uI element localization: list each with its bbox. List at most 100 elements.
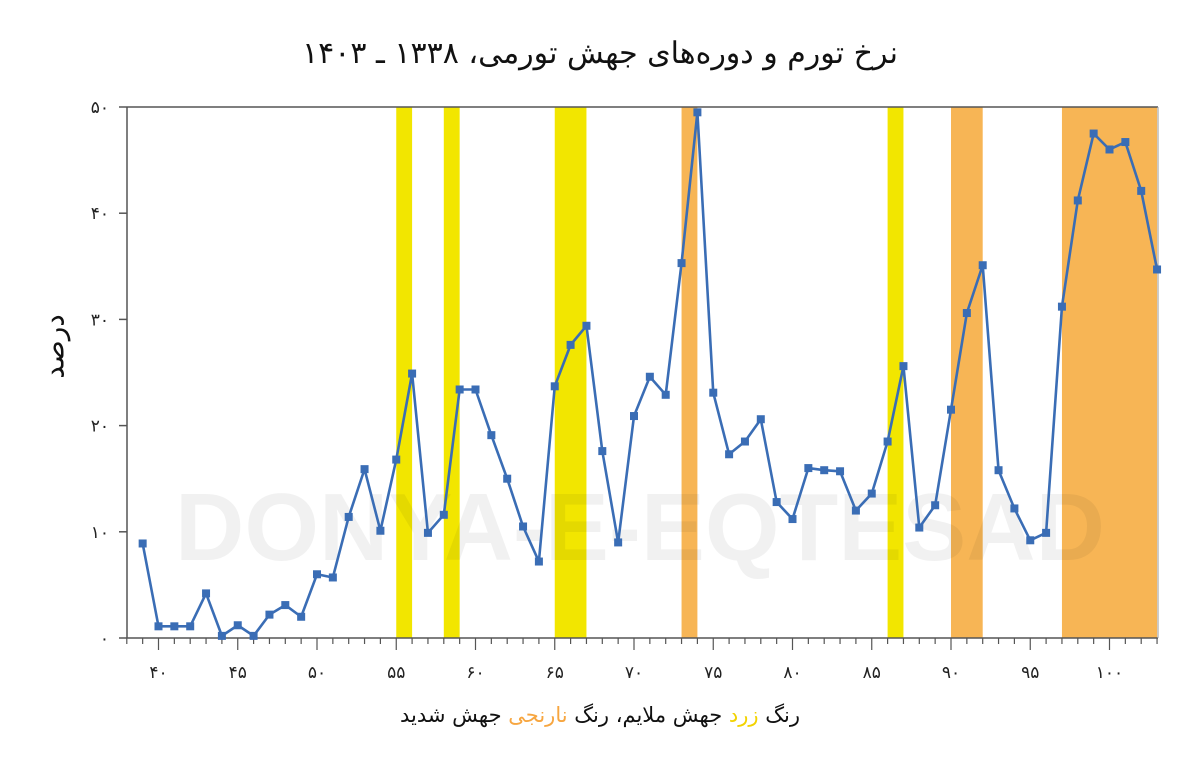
data-point-marker [804,464,813,473]
data-point-marker [725,450,734,459]
data-point-marker [439,510,448,519]
data-point-marker [154,622,163,631]
x-tick-label: ۸۰ [783,663,801,683]
watermark: DONYA-E-EQTESAD [175,474,1105,581]
data-point-marker [1026,536,1035,545]
chart-title: نرخ تورم و دوره‌های جهش تورمی، ۱۳۳۸ ـ ۱۴… [302,36,898,71]
x-tick-label: ۷۵ [704,663,722,683]
data-point-marker [217,631,226,640]
data-point-marker [820,466,829,475]
data-point-marker [931,501,940,510]
data-point-marker [249,631,258,640]
data-point-marker [265,610,274,619]
data-point-marker [1057,302,1066,311]
data-point-marker [1121,138,1130,147]
data-point-marker [614,538,623,547]
axes: ۰ ۱۰ ۲۰ ۳۰ ۴۰ ۵۰ ۴۰ ۴۵ ۵۰ ۵۵ ۶۰ ۶۵ ۷۰ ۷۵ ۸۰ ۸۵ ۹۰ ۹۵ ۱۰۰ [91,98,1159,683]
data-point-marker [503,474,512,483]
shaded-band-severe [681,107,698,638]
data-point-marker [978,261,987,270]
data-point-marker [867,489,876,498]
y-tick-label: ۲۰ [91,417,109,437]
data-point-marker [836,467,845,476]
data-point-marker [566,340,575,349]
shaded-band-mild [887,107,904,638]
data-point-marker [915,523,924,532]
x-tick-label: ۶۵ [546,663,564,683]
data-point-marker [392,455,401,464]
x-tick-label: ۵۵ [387,663,405,683]
data-point-marker [170,622,179,631]
data-point-marker [519,522,528,531]
data-point-marker [233,621,242,630]
data-point-marker [883,437,892,446]
data-point-marker [487,431,496,440]
data-point-marker [408,369,417,378]
data-point-marker [1073,196,1082,205]
shaded-band-mild [443,107,460,638]
y-tick-label: ۳۰ [91,310,109,330]
x-tick-label: ۵۰ [308,663,326,683]
legend-text-3: جهش شدید [400,703,509,727]
data-point-marker [138,539,147,548]
data-point-marker [756,415,765,424]
x-tick-label: ۴۵ [229,663,247,683]
data-point-marker [423,528,432,537]
data-point-marker [1153,265,1162,274]
data-point-marker [202,589,211,598]
data-point-marker [582,321,591,330]
data-point-marker [376,526,385,535]
legend-text-1: رنگ [758,703,800,727]
inflation-series [138,108,1162,640]
data-point-marker [1010,504,1019,513]
data-point-marker [1089,129,1098,138]
x-tick-label: ۹۰ [942,663,960,683]
y-tick-label: ۴۰ [91,204,109,224]
data-point-marker [598,447,607,456]
y-tick-label: ۱۰ [91,523,109,543]
data-point-marker [645,372,654,381]
data-point-marker [297,612,306,621]
data-point-marker [313,570,321,579]
data-point-marker [677,259,686,268]
data-point-marker [899,362,908,371]
data-point-marker [962,309,971,318]
data-point-marker [693,108,702,117]
x-tick-label: ۱۰۰ [1096,663,1123,683]
data-point-marker [1105,145,1114,154]
data-point-marker [1042,528,1051,537]
data-point-marker [772,498,781,507]
data-point-marker [630,412,638,421]
y-tick-label: ۰ [100,629,109,649]
data-point-marker [344,512,353,521]
y-tick-label: ۵۰ [91,98,109,118]
x-tick-label: ۹۵ [1021,663,1039,683]
data-point-marker [947,405,955,414]
data-point-marker [740,437,749,446]
shaded-band-mild [396,107,413,638]
data-point-marker [360,465,369,474]
data-point-marker [328,573,337,582]
data-point-marker [186,622,195,631]
data-point-marker [534,557,543,566]
legend: رنگ زرد جهش ملایم، رنگ نارنجی جهش شدید [0,703,1200,727]
data-point-marker [471,385,480,394]
data-point-marker [661,390,670,399]
data-point-marker [281,601,290,610]
x-tick-label: ۷۰ [625,663,643,683]
data-point-marker [709,388,718,397]
data-point-marker [994,466,1003,475]
legend-yellow-word: زرد [728,703,759,727]
shaded-periods [396,107,1158,638]
legend-orange-word: نارنجی [508,703,568,727]
legend-text-2: جهش ملایم، رنگ [567,703,729,727]
data-point-marker [455,385,464,394]
x-tick-label: ۴۰ [149,663,167,683]
x-tick-label: ۶۰ [466,663,484,683]
data-point-marker [1137,186,1146,195]
data-point-marker [851,506,860,515]
x-tick-label: ۸۵ [863,663,881,683]
data-point-marker [788,515,797,524]
data-point-marker [550,382,559,391]
